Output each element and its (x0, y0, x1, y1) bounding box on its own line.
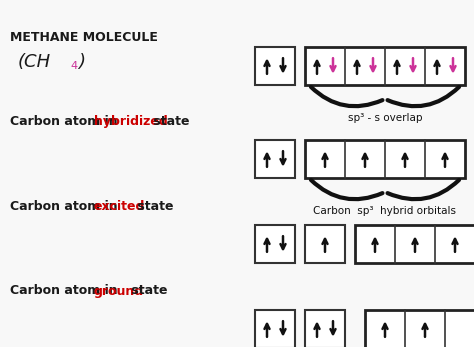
Bar (305, 225, 345, 263)
Text: hybridized: hybridized (94, 115, 167, 127)
Bar (355, 225, 474, 263)
Text: (CH: (CH (18, 53, 51, 71)
Text: Carbon atom in: Carbon atom in (10, 115, 122, 127)
Text: ): ) (78, 53, 85, 71)
Bar (305, 310, 345, 347)
Bar (255, 47, 295, 85)
Bar (255, 225, 295, 263)
Text: state: state (149, 115, 190, 127)
Bar (305, 140, 465, 178)
Bar (255, 140, 295, 178)
Text: state: state (133, 200, 173, 212)
Bar (305, 47, 465, 85)
Text: excited: excited (94, 200, 145, 212)
Text: 4: 4 (70, 61, 77, 71)
Bar (255, 310, 295, 347)
Text: Carbon atom in: Carbon atom in (10, 285, 122, 297)
Text: Carbon atom in: Carbon atom in (10, 200, 122, 212)
Bar (365, 310, 474, 347)
Text: state: state (127, 285, 168, 297)
Text: Carbon  sp³  hybrid orbitals: Carbon sp³ hybrid orbitals (313, 206, 456, 216)
Text: METHANE MOLECULE: METHANE MOLECULE (10, 31, 158, 44)
Text: sp³ - s overlap: sp³ - s overlap (348, 113, 422, 123)
Text: ground: ground (94, 285, 144, 297)
